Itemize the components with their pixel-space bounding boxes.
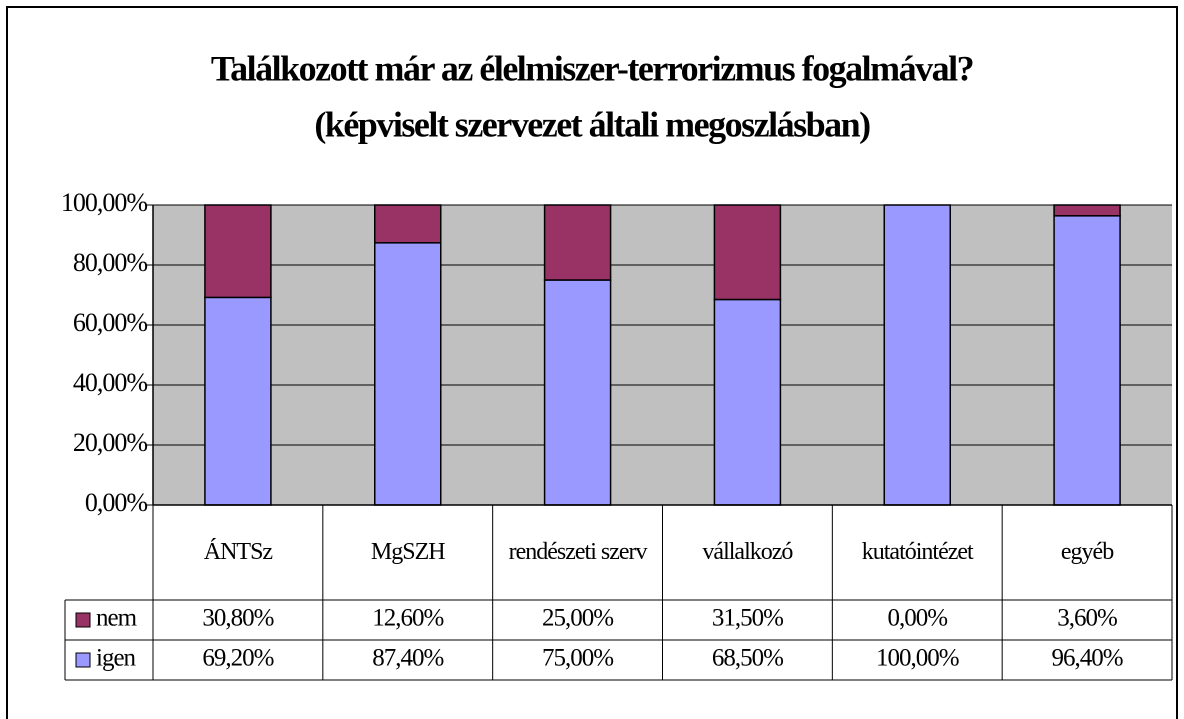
data-label: 96,40% [1052,645,1123,672]
x-tick-cell: MgSZH [370,538,446,565]
y-tick-label: 0,00% [85,488,148,517]
data-label: 25,00% [542,605,613,632]
data-label: 75,00% [542,645,613,672]
data-label: 87,40% [372,645,443,672]
data-label: 12,60% [372,605,443,632]
x-tick-cell: ÁNTSz [203,538,273,565]
chart-title: Találkozott már az élelmiszer-terrorizmu… [211,48,973,88]
x-tick-label: kutatóintézet [861,538,974,565]
legend-label: nem [96,605,138,632]
x-tick-label: egyéb [1060,538,1114,565]
plot-area [153,205,1172,505]
x-tick-cell: vállalkozó [702,538,793,565]
data-label: 100,00% [876,645,959,672]
x-tick-cell: kutatóintézet [861,538,974,565]
y-tick-label: 20,00% [73,428,148,457]
bar [1053,204,1121,217]
data-label: 30,80% [202,605,273,632]
x-tick-label: vállalkozó [702,538,793,565]
bar [713,204,782,301]
x-tick-label: MgSZH [370,538,446,565]
bar [543,279,612,506]
x-tick-cell: rendészeti szerv [508,538,648,565]
bar [204,296,272,506]
bar [713,298,782,506]
bar [543,204,612,281]
x-tick-label: rendészeti szerv [508,538,648,565]
legend-key [75,652,91,668]
bar [204,204,272,299]
y-tick-label: 80,00% [73,248,148,277]
x-tick-label: ÁNTSz [203,538,273,565]
legend-key [75,612,91,628]
bar [374,242,442,506]
legend-label: igen [96,645,137,672]
y-tick-label: 60,00% [73,308,148,337]
y-tick-label: 100,00% [61,188,148,217]
y-tick-label: 40,00% [73,368,148,397]
data-label: 3,60% [1057,605,1117,632]
data-label: 31,50% [712,605,783,632]
data-label: 0,00% [887,605,947,632]
x-tick-cell: egyéb [1060,538,1114,565]
bar [374,204,442,244]
data-label: 68,50% [712,645,783,672]
bar [1053,215,1121,506]
chart-subtitle: (képviselt szervezet általi megoszlásban… [314,104,870,144]
data-label: 69,20% [202,645,273,672]
bar [883,204,951,506]
